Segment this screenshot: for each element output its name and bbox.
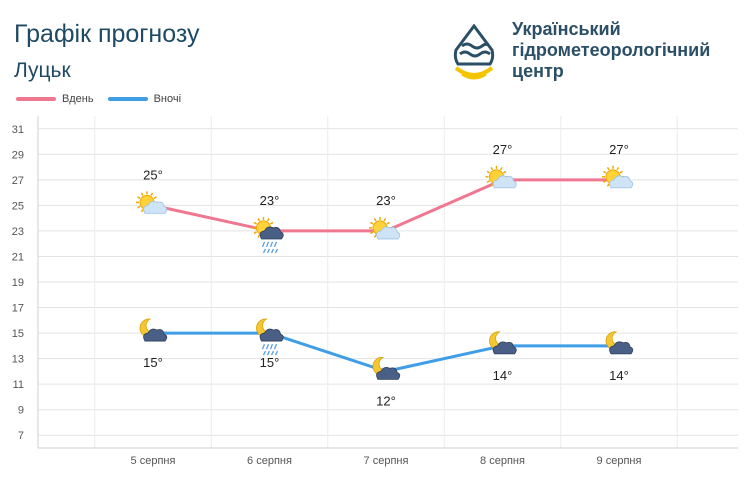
data-label-night: 12° <box>376 393 396 408</box>
data-label-day: 27° <box>493 142 513 157</box>
chart-legend: Вдень Вночі <box>16 93 195 105</box>
x-tick-label: 5 серпня <box>131 455 176 467</box>
data-label-night: 15° <box>143 355 163 370</box>
weather-icon-sun-cloud-icon <box>136 191 168 214</box>
y-tick-label: 19 <box>12 277 24 289</box>
y-tick-label: 25 <box>12 200 24 212</box>
weather-icon-sun-rain-icon <box>252 216 284 254</box>
data-label-night: 14° <box>493 368 513 383</box>
legend-item-day[interactable]: Вдень <box>16 93 94 105</box>
weather-icon-moon-cloud-icon <box>139 318 168 342</box>
y-tick-label: 15 <box>12 328 24 340</box>
x-tick-label: 7 серпня <box>364 455 409 467</box>
weather-icon-moon-cloud-icon <box>372 356 401 380</box>
legend-swatch-day <box>16 97 56 101</box>
legend-label-day: Вдень <box>62 93 94 105</box>
weather-icon-sun-cloud-icon <box>485 165 517 189</box>
data-label-day: 23° <box>260 193 280 208</box>
y-tick-label: 21 <box>12 251 24 263</box>
y-tick-label: 13 <box>12 354 24 366</box>
x-tick-label: 8 серпня <box>480 455 525 467</box>
y-tick-label: 9 <box>18 405 24 417</box>
chart-title: Графік прогнозу <box>14 20 200 48</box>
org-line-2: гідрометеорологічний <box>512 40 711 60</box>
legend-item-night[interactable]: Вночі <box>107 93 182 105</box>
data-label-night: 14° <box>609 368 629 383</box>
weather-icon-moon-cloud-icon <box>605 331 634 355</box>
city-name: Луцьк <box>14 59 71 82</box>
ukrhydromet-logo-icon <box>452 23 496 85</box>
y-tick-label: 29 <box>12 149 24 161</box>
weather-icon-sun-cloud-icon <box>369 216 401 240</box>
weather-icon-moon-rain-icon <box>256 318 284 356</box>
data-label-night: 15° <box>260 355 280 370</box>
data-label-day: 25° <box>143 167 163 182</box>
organization-name: Український гідрометеорологічний центр <box>512 19 710 82</box>
y-tick-label: 11 <box>13 379 24 391</box>
x-tick-label: 6 серпня <box>247 455 292 467</box>
org-line-3: центр <box>512 61 564 81</box>
y-tick-label: 31 <box>12 124 24 136</box>
legend-label-night: Вночі <box>153 93 182 105</box>
weather-icon-sun-cloud-icon <box>602 165 634 189</box>
org-line-1: Український <box>512 19 621 39</box>
legend-swatch-night <box>107 97 148 101</box>
weather-icon-moon-cloud-icon <box>489 331 517 355</box>
y-tick-label: 7 <box>18 430 24 442</box>
y-tick-label: 27 <box>12 175 24 187</box>
data-label-day: 23° <box>376 193 396 208</box>
series-line-night <box>153 331 619 373</box>
data-label-day: 27° <box>609 142 629 157</box>
x-tick-label: 9 серпня <box>597 455 642 467</box>
y-tick-label: 23 <box>12 226 24 238</box>
y-tick-label: 17 <box>12 303 24 315</box>
